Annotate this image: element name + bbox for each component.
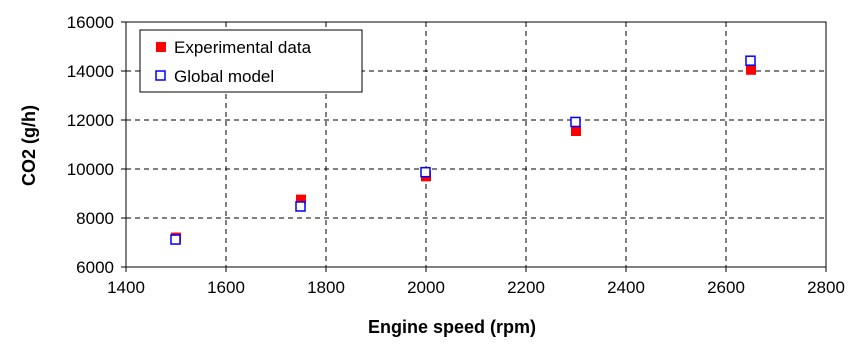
x-tick-label: 2600 bbox=[707, 278, 745, 297]
legend-marker-experimental-data bbox=[156, 42, 166, 52]
x-axis-title: Engine speed (rpm) bbox=[368, 317, 536, 337]
legend-marker-global-model bbox=[155, 70, 166, 81]
x-axis-tick-labels: 1400 1600 1800 2000 2200 2400 2600 2800 bbox=[107, 267, 845, 297]
y-axis-title: CO2 (g/h) bbox=[19, 105, 39, 186]
y-tick-label: 16000 bbox=[67, 13, 114, 32]
series-global-model bbox=[170, 55, 756, 245]
legend-label-global-model: Global model bbox=[174, 67, 274, 86]
data-point bbox=[746, 64, 756, 75]
data-point bbox=[170, 234, 181, 245]
y-tick-label: 8000 bbox=[76, 209, 114, 228]
x-tick-label: 1400 bbox=[107, 278, 145, 297]
x-tick-label: 2000 bbox=[407, 278, 445, 297]
data-point bbox=[296, 194, 306, 205]
data-point bbox=[571, 126, 581, 137]
y-tick-label: 10000 bbox=[67, 160, 114, 179]
x-tick-label: 2800 bbox=[807, 278, 845, 297]
legend-label-experimental-data: Experimental data bbox=[174, 38, 312, 57]
legend-box bbox=[139, 29, 363, 93]
x-tick-label: 2400 bbox=[607, 278, 645, 297]
data-point bbox=[295, 201, 306, 212]
x-tick-label: 1600 bbox=[207, 278, 245, 297]
x-tick-label: 2200 bbox=[507, 278, 545, 297]
y-tick-label: 6000 bbox=[76, 258, 114, 277]
y-tick-label: 12000 bbox=[67, 111, 114, 130]
x-tick-label: 1800 bbox=[307, 278, 345, 297]
data-point bbox=[570, 116, 581, 128]
data-series bbox=[170, 55, 756, 245]
plot-area-frame bbox=[125, 21, 827, 268]
data-point bbox=[420, 166, 431, 178]
y-axis-tick-labels: 6000 8000 10000 12000 14000 16000 bbox=[67, 13, 126, 277]
legend: Experimental data Global model bbox=[139, 29, 363, 93]
data-point bbox=[745, 55, 756, 66]
y-tick-label: 14000 bbox=[67, 62, 114, 81]
